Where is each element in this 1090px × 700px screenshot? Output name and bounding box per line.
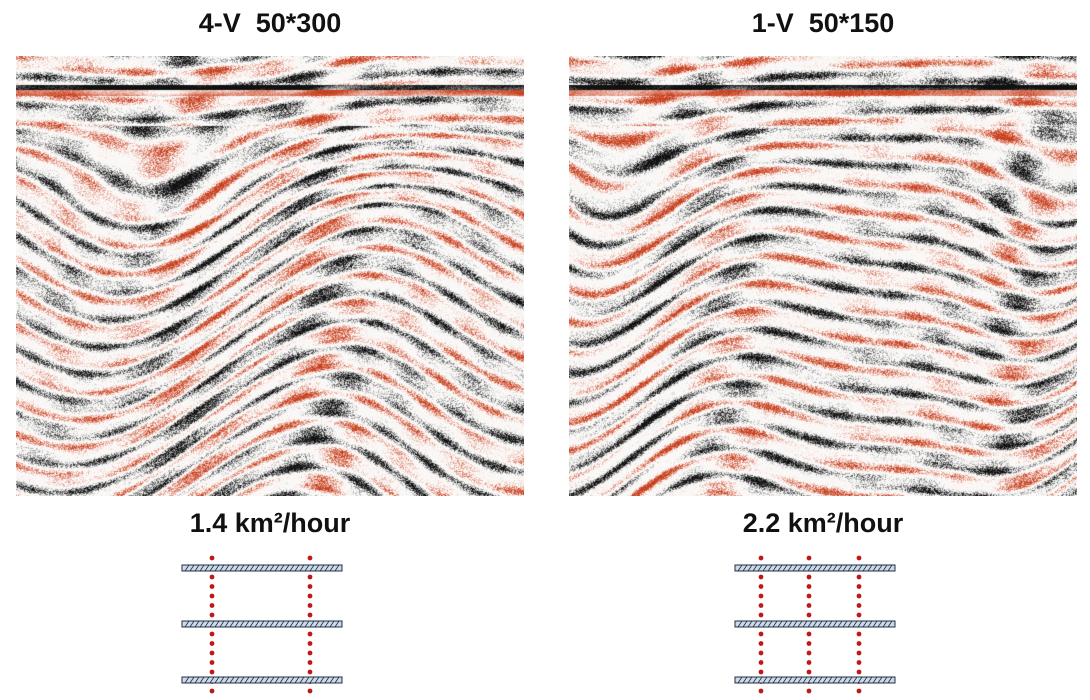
source-point-dot bbox=[307, 631, 313, 637]
receiver-line bbox=[181, 564, 343, 572]
source-point-dot bbox=[209, 660, 215, 665]
source-point-dot bbox=[856, 631, 862, 637]
source-point-dot bbox=[209, 641, 215, 646]
source-point-dot bbox=[806, 574, 812, 580]
panel-1v: 1-V 50*150 2.2 km²/hour bbox=[563, 0, 1083, 700]
acquisition-rate: 1.4 km²/hour bbox=[189, 508, 351, 538]
source-point-dot bbox=[307, 584, 313, 589]
source-point-dot bbox=[307, 650, 313, 656]
source-point-dot bbox=[209, 593, 215, 599]
receiver-line bbox=[734, 620, 896, 628]
source-point-dot bbox=[806, 603, 812, 608]
source-point-dot bbox=[856, 593, 862, 599]
source-point-dot bbox=[856, 669, 862, 675]
source-point-dot bbox=[307, 669, 313, 675]
source-point-dot bbox=[806, 593, 812, 599]
source-point-dot bbox=[758, 584, 764, 589]
source-point-dot bbox=[856, 650, 862, 656]
source-point-dot bbox=[758, 593, 764, 599]
source-point-dot bbox=[758, 603, 764, 608]
panel-4v: 4-V 50*300 1.4 km²/hour bbox=[10, 0, 530, 700]
panel-title: 1-V 50*150 bbox=[751, 8, 895, 38]
source-point-dot bbox=[758, 650, 764, 656]
source-point-dot bbox=[806, 650, 812, 656]
source-point-dot bbox=[758, 555, 764, 561]
source-point-dot bbox=[806, 641, 812, 646]
source-point-dot bbox=[209, 574, 215, 580]
source-point-dot bbox=[758, 688, 764, 694]
source-point-dot bbox=[307, 688, 313, 694]
source-point-dot bbox=[307, 603, 313, 608]
source-point-dot bbox=[209, 612, 215, 618]
source-point-dot bbox=[806, 660, 812, 665]
source-point-dot bbox=[806, 688, 812, 694]
source-point-dot bbox=[856, 641, 862, 646]
source-point-dot bbox=[758, 660, 764, 665]
source-point-dot bbox=[856, 603, 862, 608]
source-point-dot bbox=[856, 688, 862, 694]
source-point-dot bbox=[856, 612, 862, 618]
source-point-dot bbox=[209, 584, 215, 589]
source-point-dot bbox=[209, 555, 215, 561]
receiver-line bbox=[181, 620, 343, 628]
source-point-dot bbox=[758, 641, 764, 646]
source-point-dot bbox=[758, 612, 764, 618]
acquisition-layout-diagram bbox=[734, 555, 896, 694]
source-point-dot bbox=[307, 612, 313, 618]
source-point-dot bbox=[806, 584, 812, 589]
source-point-dot bbox=[209, 631, 215, 637]
source-point-dot bbox=[758, 574, 764, 580]
source-point-dot bbox=[806, 612, 812, 618]
source-point-dot bbox=[856, 555, 862, 561]
acquisition-layout-diagram bbox=[181, 555, 343, 694]
source-point-dot bbox=[806, 669, 812, 675]
source-point-dot bbox=[209, 669, 215, 675]
source-point-dot bbox=[209, 603, 215, 608]
source-point-dot bbox=[307, 593, 313, 599]
seismic-section-image bbox=[569, 56, 1077, 496]
source-point-dot bbox=[307, 660, 313, 665]
source-point-dot bbox=[856, 660, 862, 665]
source-point-dot bbox=[758, 669, 764, 675]
source-point-dot bbox=[307, 641, 313, 646]
panel-title: 4-V 50*300 bbox=[198, 8, 342, 38]
receiver-line bbox=[734, 564, 896, 572]
source-point-dot bbox=[856, 584, 862, 589]
receiver-line bbox=[734, 676, 896, 684]
source-point-dot bbox=[806, 631, 812, 637]
source-point-dot bbox=[758, 631, 764, 637]
source-point-dot bbox=[307, 574, 313, 580]
acquisition-rate: 2.2 km²/hour bbox=[742, 508, 904, 538]
source-point-dot bbox=[209, 688, 215, 694]
source-point-dot bbox=[307, 555, 313, 561]
source-point-dot bbox=[209, 650, 215, 656]
receiver-line bbox=[181, 676, 343, 684]
source-point-dot bbox=[856, 574, 862, 580]
seismic-section-image bbox=[16, 56, 524, 496]
source-point-dot bbox=[806, 555, 812, 561]
